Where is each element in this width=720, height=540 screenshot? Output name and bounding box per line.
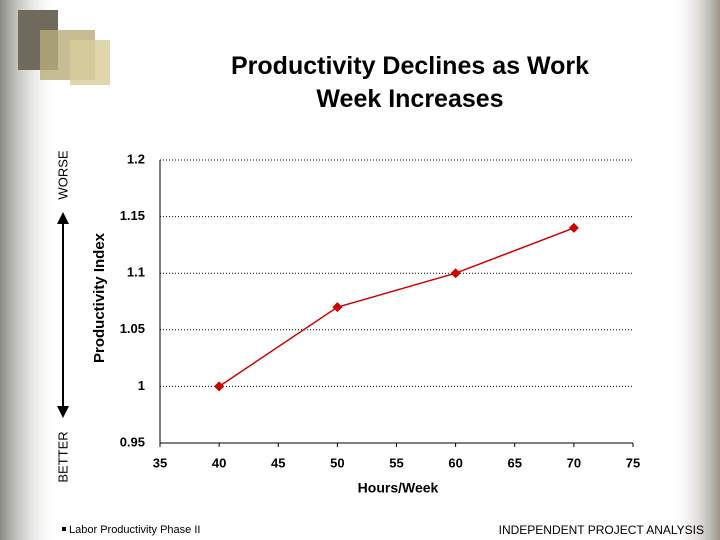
footer-right: INDEPENDENT PROJECT ANALYSIS bbox=[499, 523, 704, 537]
footer-left: Labor Productivity Phase II bbox=[69, 524, 200, 536]
y-tick-label: 1.05 bbox=[120, 321, 145, 336]
x-tick-label: 60 bbox=[448, 455, 462, 470]
x-tick-label: 55 bbox=[389, 455, 403, 470]
x-tick-label: 50 bbox=[330, 455, 344, 470]
x-tick-label: 70 bbox=[567, 455, 581, 470]
x-axis-label: Hours/Week bbox=[358, 480, 439, 496]
y-tick-label: 0.95 bbox=[120, 434, 145, 449]
photo bbox=[70, 40, 110, 85]
better-label: BETTER bbox=[55, 431, 70, 482]
x-tick-label: 35 bbox=[153, 455, 167, 470]
y-tick-label: 1.15 bbox=[120, 208, 145, 223]
y-axis-label: Productivity Index bbox=[91, 232, 108, 363]
data-point bbox=[332, 302, 343, 313]
data-point bbox=[214, 381, 225, 392]
bullet bbox=[62, 527, 66, 531]
x-tick-label: 40 bbox=[212, 455, 226, 470]
left-border bbox=[0, 0, 60, 540]
data-point bbox=[568, 222, 579, 233]
data-point bbox=[450, 268, 461, 279]
worse-label: WORSE bbox=[55, 150, 70, 199]
x-tick-label: 45 bbox=[271, 455, 285, 470]
y-tick-label: 1.2 bbox=[127, 151, 145, 166]
x-tick-label: 75 bbox=[626, 455, 640, 470]
y-tick-label: 1 bbox=[138, 378, 145, 393]
x-tick-label: 65 bbox=[508, 455, 522, 470]
chart-title: Productivity Declines as Work Week Incre… bbox=[231, 52, 589, 113]
right-border bbox=[670, 0, 720, 540]
series-line bbox=[218, 227, 575, 388]
y-tick-label: 1.1 bbox=[127, 265, 145, 280]
